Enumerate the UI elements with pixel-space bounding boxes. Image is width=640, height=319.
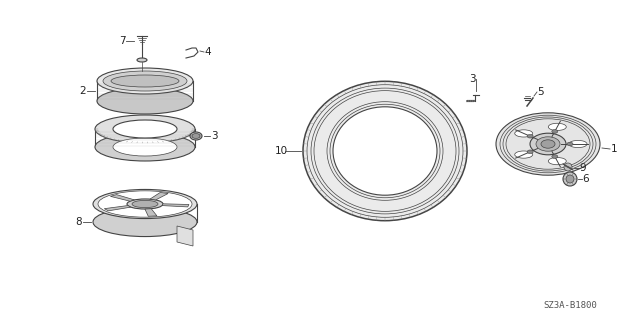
Text: 4: 4 (205, 47, 211, 57)
Ellipse shape (333, 107, 437, 195)
Ellipse shape (97, 88, 193, 114)
Ellipse shape (93, 207, 197, 237)
Ellipse shape (132, 200, 158, 208)
Ellipse shape (527, 134, 533, 138)
Ellipse shape (103, 71, 187, 91)
Ellipse shape (552, 155, 558, 158)
Text: 5: 5 (538, 87, 544, 97)
Ellipse shape (111, 75, 179, 87)
Text: 1: 1 (611, 144, 618, 154)
Ellipse shape (567, 142, 573, 146)
Ellipse shape (97, 68, 193, 94)
Polygon shape (150, 192, 168, 200)
Polygon shape (111, 195, 134, 201)
Ellipse shape (552, 130, 558, 133)
Ellipse shape (95, 115, 195, 143)
Ellipse shape (536, 137, 560, 151)
Ellipse shape (190, 132, 202, 140)
Text: 7: 7 (118, 36, 125, 46)
Text: 9: 9 (580, 163, 586, 173)
Ellipse shape (303, 81, 467, 221)
Text: 10: 10 (275, 146, 287, 156)
Polygon shape (177, 226, 193, 246)
Ellipse shape (527, 150, 533, 153)
Circle shape (564, 163, 572, 171)
Ellipse shape (113, 138, 177, 156)
Ellipse shape (113, 120, 177, 138)
Ellipse shape (93, 189, 197, 219)
Ellipse shape (95, 133, 195, 161)
Text: 3: 3 (211, 131, 218, 141)
Ellipse shape (530, 133, 566, 155)
Text: 6: 6 (582, 174, 589, 184)
Circle shape (563, 172, 577, 186)
Ellipse shape (548, 158, 566, 165)
Ellipse shape (548, 123, 566, 130)
Ellipse shape (192, 133, 200, 138)
Ellipse shape (496, 113, 600, 175)
Ellipse shape (98, 191, 192, 217)
Ellipse shape (515, 151, 532, 158)
Text: 3: 3 (468, 74, 476, 84)
Ellipse shape (541, 140, 555, 148)
Polygon shape (145, 209, 157, 216)
Ellipse shape (137, 58, 147, 62)
Polygon shape (104, 205, 131, 211)
Text: 8: 8 (76, 217, 83, 227)
Ellipse shape (515, 130, 532, 137)
Text: 2: 2 (80, 86, 86, 96)
Ellipse shape (569, 140, 587, 148)
Circle shape (566, 175, 574, 183)
Polygon shape (162, 204, 189, 207)
Text: SZ3A-B1800: SZ3A-B1800 (543, 300, 597, 309)
Ellipse shape (127, 199, 163, 209)
